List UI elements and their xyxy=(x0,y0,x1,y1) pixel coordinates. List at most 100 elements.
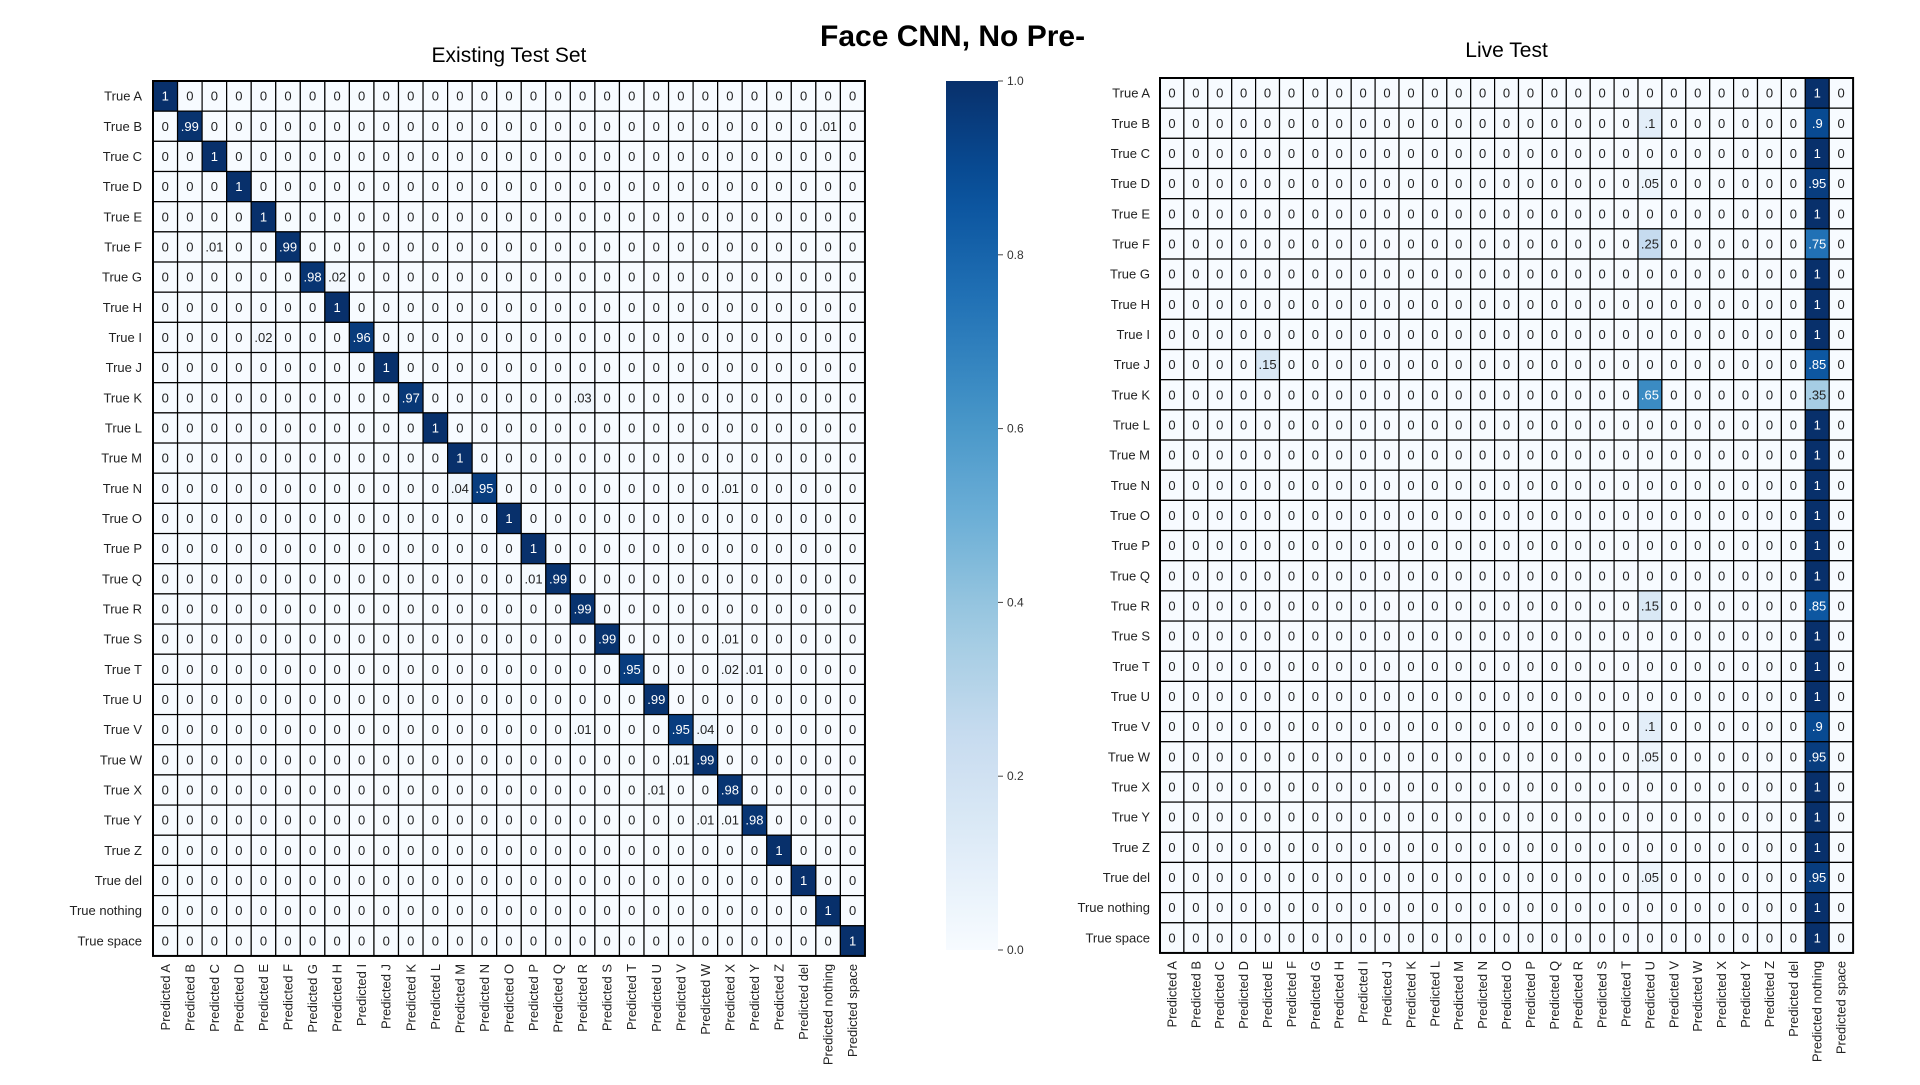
cell-value-label: 0 xyxy=(1288,779,1295,794)
cell-value-label: 0 xyxy=(579,239,586,254)
cell-value-label: .01 xyxy=(574,722,592,737)
cell-value-label: 0 xyxy=(1718,327,1725,342)
cell-value-label: 0 xyxy=(432,451,439,466)
colorbar-tick-label: 0.4 xyxy=(1007,595,1024,609)
cell-value-label: 0 xyxy=(554,722,561,737)
cell-value-label: 0 xyxy=(260,632,267,647)
cell-value-label: 0 xyxy=(309,451,316,466)
cell-value-label: 1 xyxy=(1814,146,1821,161)
cell-value-label: 0 xyxy=(628,541,635,556)
cell-value-label: 0 xyxy=(775,481,782,496)
cell-value-label: 0 xyxy=(1766,568,1773,583)
heatmap-cell xyxy=(373,382,400,414)
cell-value-label: 0 xyxy=(334,390,341,405)
row-label-true-z: True Z xyxy=(1112,840,1150,855)
cell-value-label: 0 xyxy=(383,692,390,707)
cell-value-label: 0 xyxy=(653,360,660,375)
cell-value-label: 0 xyxy=(825,571,832,586)
cell-value-label: 0 xyxy=(1599,749,1606,764)
cell-value-label: 0 xyxy=(825,300,832,315)
heatmap-cell xyxy=(201,140,228,173)
cell-value-label: 0 xyxy=(1742,538,1749,553)
cell-value-label: 0 xyxy=(1790,719,1797,734)
cell-value-label: 0 xyxy=(309,541,316,556)
cell-value-label: .98 xyxy=(721,782,739,797)
cell-value-label: .25 xyxy=(1641,236,1659,251)
cell-value-label: 0 xyxy=(1240,357,1247,372)
cell-value-label: 0 xyxy=(1455,598,1462,613)
cell-value-label: 0 xyxy=(309,933,316,948)
cell-value-label: 0 xyxy=(1838,719,1845,734)
cell-value-label: 0 xyxy=(1766,508,1773,523)
cell-value-label: 0 xyxy=(604,933,611,948)
cell-value-label: 0 xyxy=(653,89,660,104)
cell-value-label: 0 xyxy=(481,420,488,435)
cell-value-label: 0 xyxy=(1790,478,1797,493)
heatmap-cell xyxy=(692,834,719,867)
cell-value-label: 0 xyxy=(1336,930,1343,945)
heatmap-cell xyxy=(692,472,719,504)
cell-value-label: 0 xyxy=(1455,448,1462,463)
cell-value-label: 0 xyxy=(825,873,832,888)
cell-value-label: 0 xyxy=(726,179,733,194)
cell-value-label: 0 xyxy=(284,662,291,677)
heatmap-cell xyxy=(471,412,498,444)
row-label-true-f: True F xyxy=(1112,236,1150,251)
cell-value-label: 0 xyxy=(260,239,267,254)
cell-value-label: 0 xyxy=(604,873,611,888)
cell-value-label: 0 xyxy=(334,481,341,496)
cell-value-label: 0 xyxy=(825,692,832,707)
heatmap-cell xyxy=(667,563,694,595)
cell-value-label: 0 xyxy=(383,239,390,254)
heatmap-cell xyxy=(299,925,326,957)
cell-value-label: 0 xyxy=(554,481,561,496)
heatmap-cell xyxy=(152,502,179,535)
cell-value-label: 0 xyxy=(1551,478,1558,493)
cell-value-label: 0 xyxy=(505,300,512,315)
cell-value-label: 0 xyxy=(1479,387,1486,402)
cell-value-label: 0 xyxy=(1575,448,1582,463)
cell-value-label: 0 xyxy=(432,270,439,285)
cell-value-label: 0 xyxy=(1312,387,1319,402)
cell-value-label: 0 xyxy=(1742,146,1749,161)
cell-value-label: 0 xyxy=(505,813,512,828)
heatmap-cell xyxy=(299,261,326,293)
heatmap-cell xyxy=(790,351,817,384)
heatmap-cell xyxy=(839,894,866,927)
cell-value-label: 0 xyxy=(358,632,365,647)
cell-value-label: 0 xyxy=(1312,116,1319,131)
cell-value-label: 0 xyxy=(309,179,316,194)
cell-value-label: 0 xyxy=(235,662,242,677)
cell-value-label: 0 xyxy=(677,451,684,466)
cell-value-label: 0 xyxy=(211,632,218,647)
heatmap-cell xyxy=(520,231,547,263)
cell-value-label: 0 xyxy=(604,481,611,496)
cell-value-label: 0 xyxy=(284,782,291,797)
cell-value-label: 0 xyxy=(1312,538,1319,553)
cell-value-label: 0 xyxy=(1742,810,1749,825)
cell-value-label: 0 xyxy=(456,541,463,556)
row-label-true-w: True W xyxy=(1108,749,1151,764)
cell-value-label: 0 xyxy=(1264,689,1271,704)
cell-value-label: 0 xyxy=(1838,508,1845,523)
cell-value-label: 0 xyxy=(383,511,390,526)
cell-value-label: 0 xyxy=(1742,478,1749,493)
cell-value-label: 0 xyxy=(1168,900,1175,915)
cell-value-label: 0 xyxy=(1455,327,1462,342)
cell-value-label: 0 xyxy=(554,360,561,375)
cell-value-label: 0 xyxy=(800,330,807,345)
cell-value-label: 0 xyxy=(1646,900,1653,915)
heatmap-cell xyxy=(594,593,621,625)
cell-value-label: 0 xyxy=(1264,387,1271,402)
cell-value-label: .99 xyxy=(647,692,665,707)
cell-value-label: 0 xyxy=(186,752,193,767)
cell-value-label: 0 xyxy=(800,89,807,104)
cell-value-label: 0 xyxy=(235,601,242,616)
heatmap-cell xyxy=(299,321,326,354)
cell-value-label: 0 xyxy=(432,481,439,496)
cell-value-label: 0 xyxy=(1670,116,1677,131)
cell-value-label: 0 xyxy=(284,209,291,224)
cell-value-label: 0 xyxy=(1407,508,1414,523)
cell-value-label: 0 xyxy=(1192,357,1199,372)
heatmap-cell xyxy=(176,110,203,142)
